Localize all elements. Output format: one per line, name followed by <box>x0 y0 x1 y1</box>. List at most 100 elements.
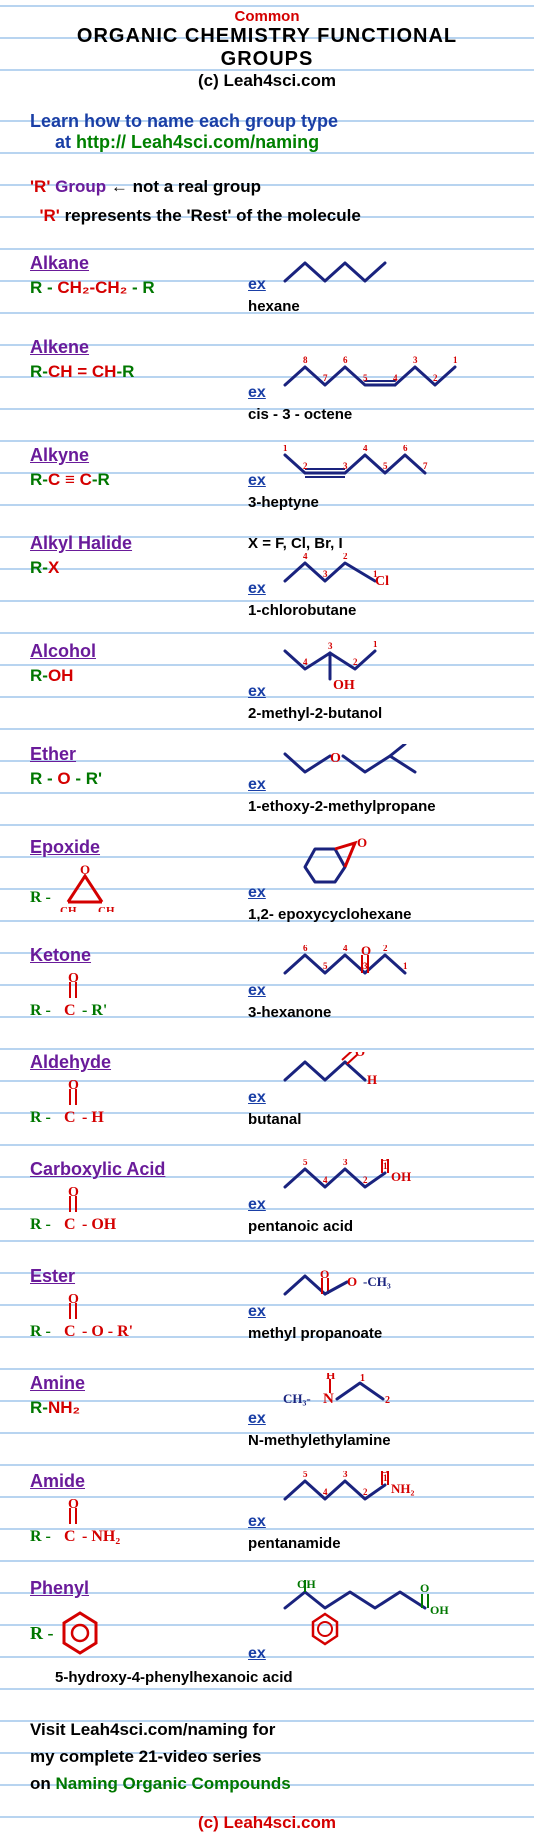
group-right: ex hexane <box>248 253 504 315</box>
group-left: AldehydeR -CO- H <box>30 1052 248 1137</box>
svg-text:7: 7 <box>423 461 428 471</box>
r-arrow-text: ← not a real group <box>111 177 261 196</box>
svg-text:1: 1 <box>383 1161 388 1171</box>
formula-part: R- <box>30 558 48 577</box>
group-name: Alkene <box>30 337 248 358</box>
group-right: ex OH butanal <box>248 1052 504 1137</box>
molecule-name: pentanoic acid <box>248 1218 504 1235</box>
svg-text:N: N <box>323 1391 334 1407</box>
svg-text:CH₂: CH₂ <box>98 905 119 912</box>
page-title: ORGANIC CHEMISTRY FUNCTIONAL GROUPS <box>30 25 504 71</box>
group-formula: R - O - R' <box>30 769 248 789</box>
example-line: ex <box>248 253 504 294</box>
svg-text:4: 4 <box>323 1175 328 1185</box>
group-left: AlkyneR-C ≡ C-R <box>30 445 248 511</box>
svg-text:4: 4 <box>323 1487 328 1497</box>
example-line: ex O123456 <box>248 945 504 1000</box>
svg-text:6: 6 <box>303 945 308 953</box>
svg-text:O: O <box>68 1185 79 1200</box>
group-left: AmineR-NH₂ <box>30 1373 248 1449</box>
example-line: ex 1234567 <box>248 445 504 490</box>
group-right: ex OH12342-methyl-2-butanol <box>248 641 504 722</box>
group-name: Ester <box>30 1266 248 1287</box>
formula-part: -R <box>116 362 134 381</box>
group-name: Ketone <box>30 945 248 966</box>
molecule-name: cis - 3 - octene <box>248 406 504 423</box>
footer-l1: Visit Leah4sci.com/naming for <box>30 1720 275 1739</box>
svg-text:- R': - R' <box>82 1002 107 1019</box>
svg-text:R -: R - <box>30 889 51 906</box>
svg-text:O: O <box>68 1078 79 1093</box>
svg-text:2: 2 <box>363 1175 368 1185</box>
svg-text:O: O <box>68 1497 79 1512</box>
formula-part: R <box>30 278 42 297</box>
svg-text:3: 3 <box>363 961 368 971</box>
svg-text:4: 4 <box>393 373 398 383</box>
group-formula: R -CO- NH₂ <box>30 1496 248 1556</box>
svg-text:1: 1 <box>383 1473 388 1483</box>
svg-text:R -: R - <box>30 1528 51 1545</box>
group-alkyne: AlkyneR-C ≡ C-Rex 12345673-heptyne <box>30 445 504 511</box>
molecule-structure: O <box>266 882 425 901</box>
svg-text:O: O <box>361 945 371 958</box>
molecule-structure: OO-CH₃ <box>266 1301 465 1320</box>
svg-text:6: 6 <box>343 355 348 365</box>
group-name: Carboxylic Acid <box>30 1159 248 1180</box>
header-copyright: (c) Leah4sci.com <box>30 71 504 91</box>
svg-text:3: 3 <box>413 355 418 365</box>
svg-text:OH: OH <box>297 1578 316 1591</box>
group-aldehyde: AldehydeR -CO- Hex OH butanal <box>30 1052 504 1137</box>
group-right: ex O1234563-hexanone <box>248 945 504 1030</box>
group-left: AlcoholR-OH <box>30 641 248 722</box>
svg-text:3: 3 <box>343 1159 348 1167</box>
molecule-name: hexane <box>248 298 504 315</box>
group-formula: R-NH₂ <box>30 1398 248 1418</box>
group-left: Alkyl Halide R-X <box>30 533 248 619</box>
svg-text:O: O <box>330 751 341 766</box>
ex-label: ex <box>248 1089 266 1106</box>
group-phenyl: PhenylR -ex OHOOH <box>30 1578 504 1663</box>
group-carboxylic-acid: Carboxylic AcidR -CO- OHex OOH12345penta… <box>30 1159 504 1244</box>
svg-text:O: O <box>357 837 367 850</box>
ex-label: ex <box>248 683 266 700</box>
svg-text:OH: OH <box>333 678 355 693</box>
molecule-structure: O <box>266 774 475 793</box>
molecule-name: pentanamide <box>248 1535 504 1552</box>
group-right: ex 12345678cis - 3 - octene <box>248 337 504 423</box>
svg-text:O: O <box>355 1052 365 1059</box>
svg-text:2: 2 <box>353 657 358 667</box>
svg-text:2: 2 <box>363 1487 368 1497</box>
svg-text:H: H <box>326 1373 336 1382</box>
group-ketone: KetoneR -CO- R'ex O1234563-hexanone <box>30 945 504 1030</box>
group-formula: R -OCHCH₂ <box>30 862 248 917</box>
group-alkane: AlkaneR - CH₂-CH₂ - Rex hexane <box>30 253 504 315</box>
ex-label: ex <box>248 1303 266 1320</box>
svg-text:OH: OH <box>430 1603 449 1617</box>
svg-text:O: O <box>347 1274 357 1289</box>
group-name: Alkyl Halide <box>30 533 248 554</box>
molecule-name: 1-ethoxy-2-methylpropane <box>248 798 504 815</box>
molecule-structure: 12345678 <box>266 382 475 401</box>
molecule-structure: O123456 <box>266 980 465 999</box>
group-name: Phenyl <box>30 1578 248 1599</box>
ex-label: ex <box>248 580 266 597</box>
svg-text:R -: R - <box>30 1323 51 1340</box>
group-left: Carboxylic AcidR -CO- OH <box>30 1159 248 1244</box>
group-left: AmideR -CO- NH₂ <box>30 1471 248 1556</box>
svg-text:OH: OH <box>391 1169 411 1184</box>
group-name: Aldehyde <box>30 1052 248 1073</box>
group-name: Epoxide <box>30 837 248 858</box>
group-left: Epoxide R -OCHCH₂ <box>30 837 248 923</box>
ex-label: ex <box>248 472 266 489</box>
group-formula: R -CO- O - R' <box>30 1291 248 1351</box>
svg-text:5: 5 <box>323 961 328 971</box>
molecule-structure: OH <box>266 1087 435 1106</box>
footer-l3hl: Naming Organic Compounds <box>56 1774 291 1793</box>
svg-text:4: 4 <box>343 945 348 953</box>
formula-part: - R <box>127 278 154 297</box>
svg-text:4: 4 <box>363 445 368 453</box>
molecule-name: butanal <box>248 1111 504 1128</box>
example-line: ex CH₃-NH21 <box>248 1373 504 1428</box>
svg-text:4: 4 <box>303 657 308 667</box>
formula-part: X <box>48 558 59 577</box>
